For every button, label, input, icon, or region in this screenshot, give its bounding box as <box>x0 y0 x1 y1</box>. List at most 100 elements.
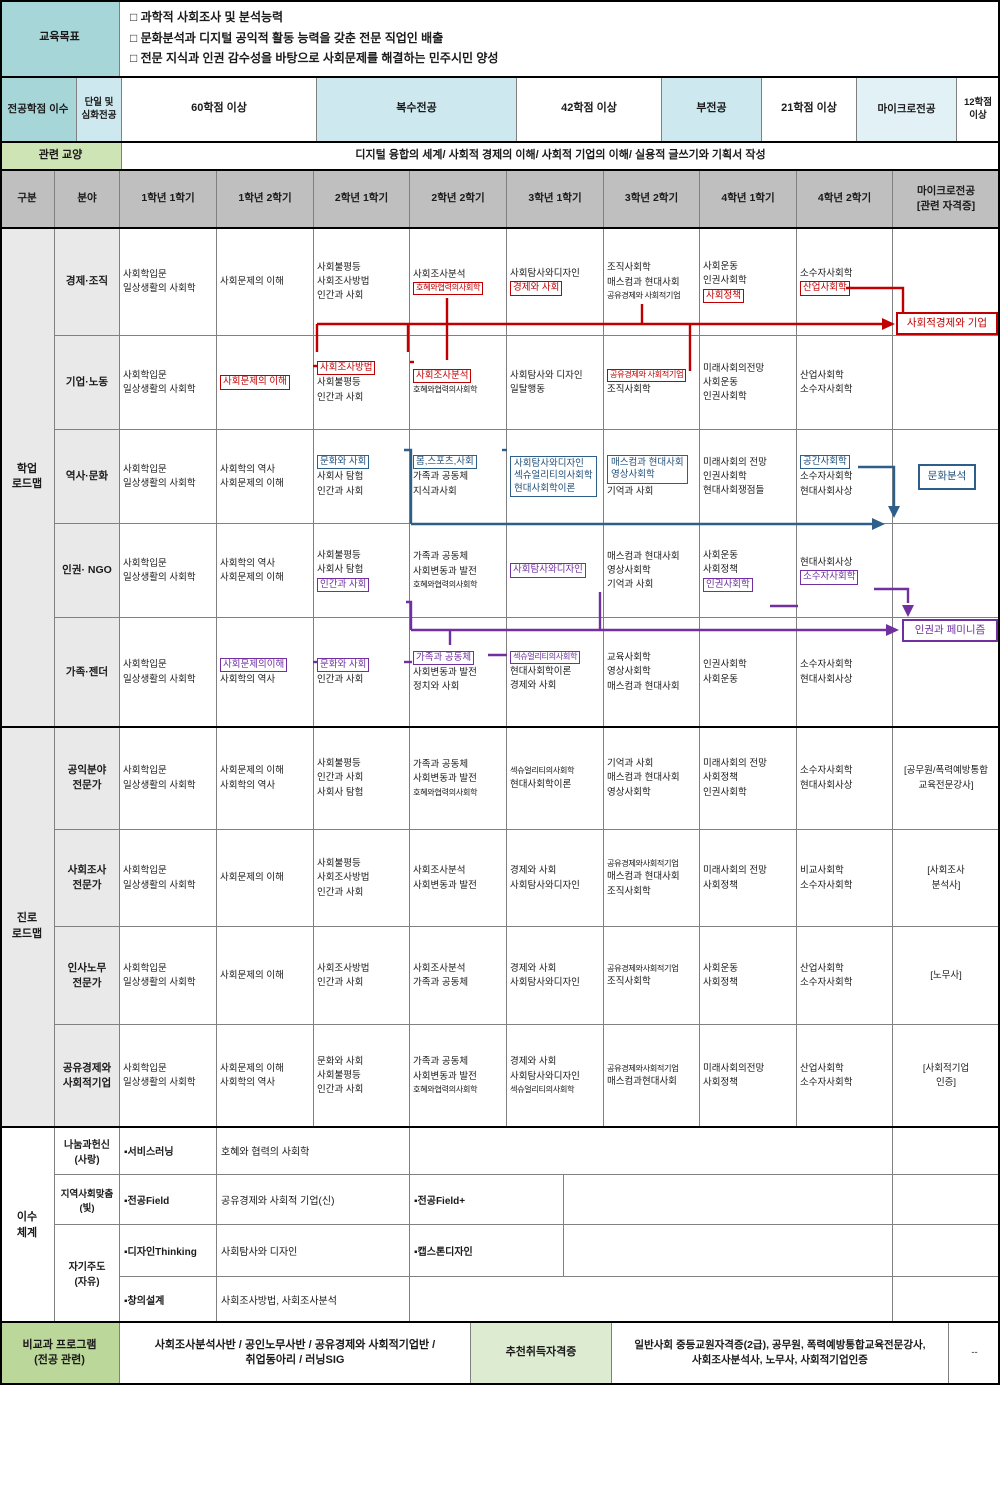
separator-line <box>0 227 1000 229</box>
goals-row: 교육목표 □ 과학적 사회조사 및 분석능력 □ 문화분석과 디지털 공익적 활… <box>0 0 1000 77</box>
course-cell: 공간사회학 소수자사회학 현대사회사상 <box>797 430 893 524</box>
course-item: 사회탐사와디자인 <box>510 977 580 988</box>
course-highlight-box: 공유경제와 사회적기업 <box>607 369 687 382</box>
roadmap-category: 인권· NGO <box>55 524 120 618</box>
course-item: 문화와 사회 <box>317 1055 364 1067</box>
course-cell: 사회학입문 일상생활의 사회학 <box>120 927 217 1025</box>
course-item: 사회탐사와디자인 <box>510 268 580 280</box>
course-item: 조직사회학 <box>607 383 651 395</box>
course-item: 소수자사회학 <box>800 1077 853 1088</box>
course-item: 소수자사회학 <box>800 765 853 777</box>
course-item: 소수자사회학 <box>800 471 853 483</box>
course-cell: 사회문제의 이해 <box>217 927 314 1025</box>
course-cell: 사회불평등 사회조사방법 인간과 사회 <box>314 228 410 336</box>
course-item: 사회변동과 발전 <box>413 879 477 891</box>
course-item: 호혜와협력의사회학 <box>413 1085 478 1095</box>
course-item: 사회조사분석 <box>413 962 466 974</box>
course-cell: 문화와 사회 인간과 사회 <box>314 618 410 727</box>
course-highlight-box: 문화와 사회 <box>317 455 370 470</box>
course-cell: 사회학입문 일상생활의 사회학 <box>120 524 217 618</box>
course-cell: 문화와 사회 사회불평등 인간과 사회 <box>314 1025 410 1127</box>
course-item: 일상생활의 사회학 <box>123 478 196 489</box>
course-cell: 매스컴과 현대사회 영상사회학 기억과 사회 <box>604 524 700 618</box>
course-item: 매스컴과 현대사회 <box>611 457 684 468</box>
course-item: 사회학의 역사 <box>220 674 276 686</box>
roadmap-row: 공유경제와 사회적기업 사회학입문 일상생활의 사회학 사회문제의 이해 사회학의 역사… <box>55 1025 1000 1127</box>
course-item: 인증] <box>935 1077 957 1088</box>
roadmap-category: 공익분야 전문가 <box>55 727 120 830</box>
course-cell: 섹슈얼리티의사회학 현대사회학이론 경제와 사회 <box>507 618 604 727</box>
course-cell: 사회문제의 이해 <box>217 228 314 336</box>
course-item: 현대사회사상 <box>800 485 853 497</box>
course-item: 미래사회의전망 <box>703 362 765 374</box>
course-item: 사회사 탐험 <box>317 471 364 483</box>
course-item: 사회학의 역사 <box>220 1077 276 1088</box>
course-cell: 사회학입문 일상생활의 사회학 <box>120 228 217 336</box>
grid-header-cell: 2학년 2학기 <box>410 170 507 228</box>
system-empty-cell <box>564 1175 893 1225</box>
course-cell: 가족과 공동체 사회변동과 발전 호혜와협력의사회학 <box>410 727 507 830</box>
course-item: 경제와 사회 <box>510 680 557 692</box>
course-item: 사회문제의 이해 <box>220 275 284 287</box>
separator-line <box>0 76 1000 78</box>
course-highlight-box: 사회조사방법 <box>317 361 376 376</box>
system-section-label: 이수 체계 <box>0 1127 55 1322</box>
course-highlight-box: 섹슈얼리티의사회학 <box>510 651 581 665</box>
separator-line <box>0 141 1000 143</box>
course-cell: 매스컴과 현대사회 영상사회학 기억과 사회 <box>604 430 700 524</box>
course-item: 인간과 사회 <box>317 485 364 497</box>
course-cell: 사회학입문 일상생활의 사회학 <box>120 336 217 430</box>
course-cell: 조직사회학 매스컴과 현대사회 공유경제와 사회적기업 <box>604 228 700 336</box>
course-item: 기억과 사회 <box>607 485 654 497</box>
course-cell: 사회조사방법 인간과 사회 <box>314 927 410 1025</box>
course-item: 호혜와협력의사회학 <box>413 787 478 797</box>
course-item: 미래사회의전망 <box>703 1062 765 1074</box>
system-tag: ▪전공Field <box>120 1175 217 1225</box>
course-item: 매스컴과현대사회 <box>607 1076 677 1088</box>
grid-header-cell: 3학년 1학기 <box>507 170 604 228</box>
course-item: 소수자사회학 <box>800 268 853 280</box>
course-highlight-box: 문화와 사회 <box>317 657 370 673</box>
course-cell: 사회문제의 이해 사회학의 역사 <box>217 727 314 830</box>
course-cell: 가족과 공동체 사회변동과 발전 정치와 사회 <box>410 618 507 727</box>
course-cell: 사회조사분석 사회변동과 발전 <box>410 830 507 927</box>
course-cell: 경제와 사회 사회탐사와디자인 <box>507 830 604 927</box>
course-item: 사회정책 <box>703 879 738 891</box>
course-highlight-box: 소수자사회학 <box>800 570 859 585</box>
course-item: 사회운동 <box>703 261 738 273</box>
course-item: 경제와 사회 <box>510 1056 557 1068</box>
course-cell: 사회운동 사회정책 인권사회학 <box>700 524 797 618</box>
course-item: 사회학입문 <box>123 1062 167 1074</box>
course-item: 사회탐사와디자인 <box>514 457 584 469</box>
course-item: 사회조사방법 <box>317 872 370 884</box>
course-highlight-box: 사회조사분석 <box>413 369 472 384</box>
course-cell: 사회불평등 사회조사방법 인간과 사회 <box>314 830 410 927</box>
course-item: 현대사회학이론 <box>514 482 576 494</box>
course-item: 일상생활의 사회학 <box>123 572 196 583</box>
system-content: 호혜와 협력의 사회학 <box>217 1127 410 1175</box>
grid-header-cell: 구분 <box>0 170 55 228</box>
extracurricular-programs: 사회조사분석사반 / 공인노무사반 / 공유경제와 사회적기업반 / 취업동아리… <box>120 1322 471 1385</box>
course-cell: [사회적기업 인증] <box>893 1025 1000 1127</box>
course-item: 매스컴과 현대사회 <box>607 680 680 692</box>
course-cell: 미래사회의 전망 사회정책 <box>700 830 797 927</box>
course-item: 인간과 사회 <box>317 290 364 302</box>
recommended-cert-label: 추천취득자격증 <box>471 1322 612 1385</box>
goals-content: □ 과학적 사회조사 및 분석능력 □ 문화분석과 디지털 공익적 활동 능력을… <box>120 0 1000 77</box>
course-cell: 사회조사방법 사회불평등 인간과 사회 <box>314 336 410 430</box>
separator-line <box>0 1126 1000 1128</box>
system-empty-cell <box>410 1277 893 1322</box>
grid-header-cell: 4학년 1학기 <box>700 170 797 228</box>
system-empty-cell <box>893 1277 1000 1322</box>
course-cell: 현대사회사상 소수자사회학 <box>797 524 893 618</box>
course-cell: 소수자사회학 현대사회사상 <box>797 727 893 830</box>
extracurricular-label: 비교과 프로그램 (전공 관련) <box>0 1322 120 1385</box>
course-cell <box>893 336 1000 430</box>
course-item: 일탈행동 <box>510 384 545 395</box>
course-item: 사회불평등 <box>317 1069 361 1081</box>
course-item: 미래사회의 전망 <box>703 456 767 468</box>
micro-link-culture-analysis: 문화분석 <box>918 464 976 490</box>
academic-rows: 경제·조직 사회학입문 일상생활의 사회학 사회문제의 이해 사회불평등 사회조사방법 인간… <box>55 228 1000 727</box>
course-item: 인간과 사회 <box>317 674 364 686</box>
course-cell: 미래사회의 전망 인권사회학 현대사회쟁점들 <box>700 430 797 524</box>
